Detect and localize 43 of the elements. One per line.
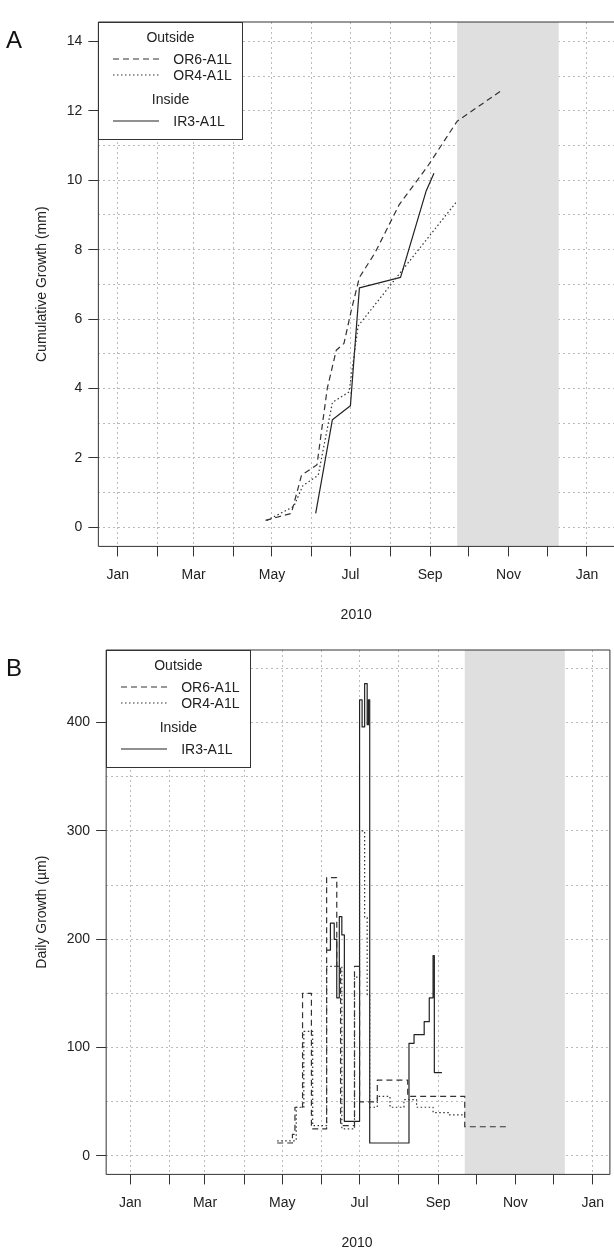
x-tick-label: Jan [581, 1193, 604, 1210]
x-tick-label: Jan [575, 565, 599, 582]
x-tick-label: May [258, 565, 286, 582]
legend-label: OR6-A1L [181, 679, 240, 695]
legend-label: IR3-A1L [173, 113, 225, 129]
legend-label: OR4-A1L [181, 695, 240, 711]
x-tick-label: Mar [181, 565, 206, 582]
y-tick-label: 2 [74, 448, 83, 465]
x-tick-label: Nov [496, 565, 522, 582]
legend-title: Outside [153, 657, 204, 673]
y-tick-label: 300 [66, 821, 91, 838]
y-tick-label: 400 [66, 713, 91, 730]
y-axis-title: Daily Growth (µm) [33, 855, 50, 969]
x-axis-title: 2010 [340, 606, 372, 623]
y-tick-label: 200 [66, 930, 91, 947]
y-tick-label: 4 [74, 379, 83, 396]
annotation: Inside [150, 91, 191, 107]
chart-title: A [6, 26, 23, 54]
x-tick-label: Jul [341, 565, 360, 582]
legend-label: OR6-A1L [173, 51, 232, 67]
x-tick-label: May [269, 1193, 296, 1210]
y-tick-label: 100 [66, 1038, 91, 1055]
y-tick-label: 8 [74, 240, 83, 257]
annotation: Inside [158, 719, 198, 735]
x-tick-label: Jan [106, 565, 129, 582]
y-tick-label: 14 [66, 32, 83, 49]
x-tick-label: Jan [118, 1193, 142, 1210]
legend-title: Outside [145, 29, 196, 45]
legend-label: IR3-A1L [181, 741, 233, 757]
y-tick-label: 0 [82, 1146, 91, 1163]
x-tick-label: Jul [350, 1193, 369, 1210]
chart-title: B [6, 654, 23, 682]
x-axis-title: 2010 [341, 1234, 373, 1251]
legend-label: OR4-A1L [173, 67, 232, 83]
y-axis-title: Cumulative Growth (mm) [33, 206, 50, 362]
x-tick-label: Sep [425, 1193, 451, 1210]
x-tick-label: Nov [502, 1193, 528, 1210]
y-tick-label: 12 [66, 101, 83, 118]
x-tick-label: Sep [417, 565, 443, 582]
x-tick-label: Mar [192, 1193, 218, 1210]
y-tick-label: 10 [66, 171, 83, 188]
y-tick-label: 6 [74, 309, 83, 326]
y-tick-label: 0 [74, 518, 83, 535]
